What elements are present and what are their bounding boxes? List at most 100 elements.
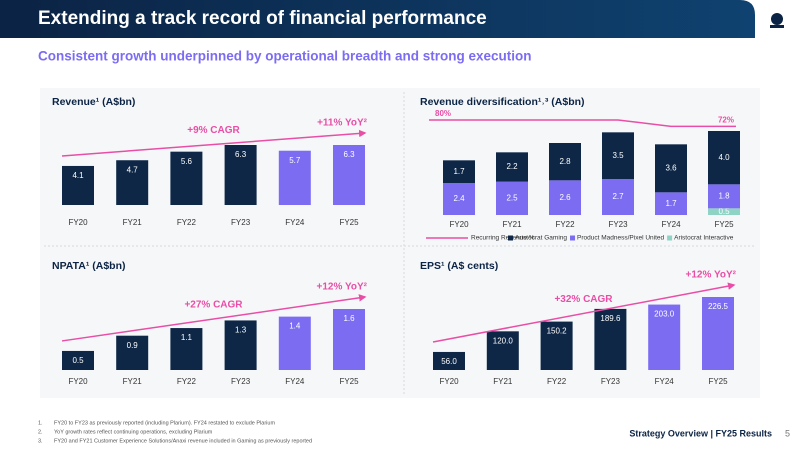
bar [62, 350, 94, 370]
footnote-number: 2. [38, 429, 43, 435]
bar [62, 165, 94, 205]
x-tick-label: FY25 [708, 377, 728, 386]
value-label: 1.7 [665, 199, 677, 208]
line [429, 119, 736, 128]
x-tick-label: FY23 [608, 220, 628, 229]
bar-segment [655, 192, 687, 215]
value-label: 5.6 [181, 157, 193, 166]
annotation: +11% YoY² [317, 118, 368, 129]
bar [278, 150, 311, 205]
annotation: +32% CAGR [554, 294, 613, 305]
annotation: +9% CAGR [187, 125, 240, 136]
value-label: 6.3 [235, 150, 247, 159]
bar-segment [708, 208, 740, 215]
legend-label: Product Madness/Pixel United [577, 235, 664, 242]
x-tick-label: FY23 [231, 377, 251, 386]
x-tick-label: FY20 [449, 220, 469, 229]
x-tick-label: FY20 [68, 377, 88, 386]
x-tick-label: FY21 [493, 377, 513, 386]
value-label: 4.7 [127, 165, 139, 174]
x-tick-label: FY25 [339, 377, 359, 386]
value-label: 1.7 [453, 167, 465, 176]
header-bar [0, 0, 755, 38]
value-label: 3.6 [665, 163, 677, 172]
value-label: 2.8 [559, 157, 571, 166]
footnote: FY20 to FY23 as previously reported (inc… [54, 420, 275, 426]
legend-marker [508, 235, 513, 241]
value-label: 2.7 [612, 192, 624, 201]
value-label: 2.4 [453, 194, 465, 203]
value-label: 2.6 [559, 193, 571, 202]
legend-label: Aristocrat Interactive [674, 235, 734, 242]
bar-segment [602, 179, 634, 215]
bar-segment [549, 143, 581, 181]
bar [594, 308, 627, 370]
bar-segment [602, 132, 634, 179]
chart-title: EPS¹ (A$ cents) [420, 260, 498, 272]
page-number: 5 [785, 428, 790, 438]
bar [486, 331, 519, 370]
bar [648, 304, 681, 370]
x-tick-label: FY22 [555, 220, 575, 229]
slide-title: Extending a track record of financial pe… [38, 8, 487, 29]
footnote-number: 3. [38, 438, 43, 444]
x-tick-label: FY20 [439, 377, 459, 386]
chart-title: Revenue diversification¹˒³ (A$bn) [420, 96, 585, 108]
annotation: +27% CAGR [184, 300, 243, 311]
bar [170, 328, 203, 370]
slide-subtitle: Consistent growth underpinned by operati… [38, 49, 532, 64]
value-label: 1.8 [718, 191, 730, 200]
bar [116, 335, 149, 370]
value-label: 56.0 [441, 357, 457, 366]
bar-segment [496, 152, 528, 182]
value-label: 226.5 [708, 302, 729, 311]
value-label: 120.0 [493, 336, 514, 345]
x-tick-label: FY23 [601, 377, 621, 386]
line-label: 72% [718, 116, 734, 125]
x-tick-label: FY24 [661, 220, 681, 229]
footer-section: Strategy Overview | FY25 Results [629, 428, 772, 438]
x-tick-label: FY22 [177, 377, 197, 386]
annotation: +12% YoY² [686, 270, 737, 281]
value-label: 0.5 [72, 356, 84, 365]
x-tick-label: FY21 [502, 220, 522, 229]
footnote: FY20 and FY21 Customer Experience Soluti… [54, 438, 312, 444]
panel-area [40, 88, 760, 398]
bar [170, 151, 203, 205]
logo [770, 25, 784, 28]
trend-arrow [61, 129, 367, 157]
legend-label: Recurring Revenue % [471, 235, 535, 242]
value-label: 2.5 [506, 193, 518, 202]
value-label: 1.1 [181, 333, 193, 342]
x-tick-label: FY21 [123, 218, 143, 227]
value-label: 1.3 [235, 326, 247, 335]
x-tick-label: FY25 [714, 220, 734, 229]
bar [433, 351, 465, 370]
x-tick-label: FY23 [231, 218, 251, 227]
value-label: 3.5 [612, 151, 624, 160]
x-tick-label: FY24 [285, 377, 305, 386]
x-tick-label: FY24 [655, 377, 675, 386]
value-label: 1.6 [343, 314, 355, 323]
value-label: 150.2 [547, 327, 568, 336]
bar [333, 309, 365, 370]
bar [116, 160, 149, 205]
legend-marker [570, 235, 576, 241]
value-label: 2.2 [506, 162, 518, 171]
bar-segment [708, 184, 740, 209]
bar-segment [443, 160, 475, 183]
bar-segment [443, 183, 475, 215]
value-label: 1.4 [289, 322, 301, 331]
annotation: +12% YoY² [317, 282, 368, 293]
value-label: 0.5 [718, 207, 730, 216]
x-tick-label: FY22 [177, 218, 197, 227]
value-label: 4.0 [718, 153, 730, 162]
bar-segment [708, 131, 740, 185]
bar [702, 297, 734, 370]
value-label: 5.7 [289, 156, 301, 165]
bar-segment [549, 180, 581, 215]
legend-marker [667, 235, 673, 241]
logo [771, 13, 783, 25]
x-tick-label: FY22 [547, 377, 567, 386]
